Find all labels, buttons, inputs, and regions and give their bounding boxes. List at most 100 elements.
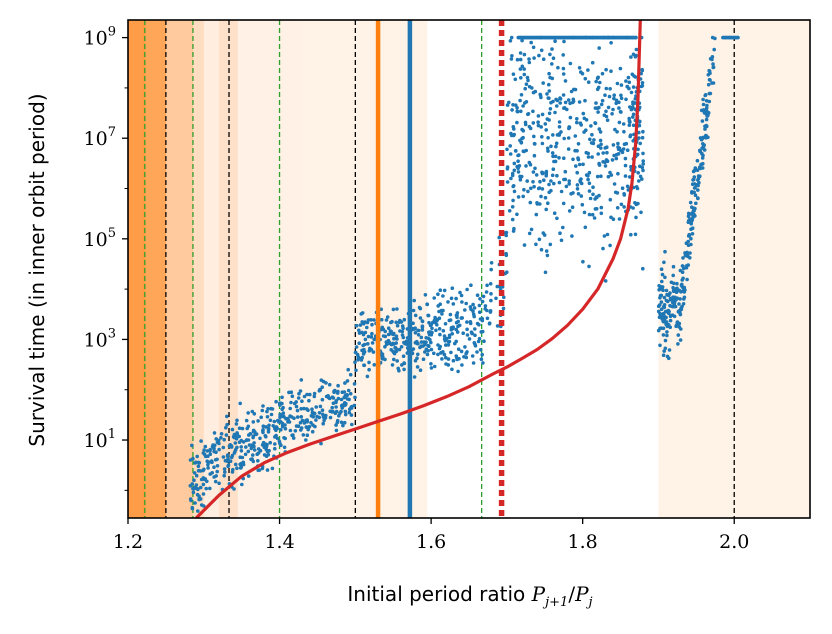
scatter-point-1234 [522,72,527,77]
scatter-point-1068 [510,217,515,222]
scatter-point-1360 [615,206,620,210]
scatter-point-506 [389,320,393,325]
scatter-point-1436 [637,130,641,135]
scatter-point-868 [619,202,624,207]
scatter-point-1284 [612,93,616,97]
scatter-point-1662 [686,214,691,218]
scatter-point-755 [436,292,440,297]
scatter-point-1352 [559,189,564,194]
scatter-point-1179 [555,133,560,137]
scatter-point-371 [302,394,307,399]
scatter-point-1316 [612,182,617,186]
scatter-point-659 [391,341,395,346]
scatter-point-456 [357,341,362,346]
scatter-point-344 [321,379,326,384]
scatter-point-778 [441,294,445,298]
scatter-point-787 [447,339,452,344]
scatter-point-228 [213,443,217,448]
scatter-point-1007 [509,35,514,40]
scatter-point-919 [587,189,592,193]
scatter-point-881 [519,93,524,97]
scatter-point-1385 [511,184,516,188]
scatter-point-37 [198,485,203,490]
scatter-point-1245 [541,81,545,85]
scatter-point-167 [212,446,216,451]
scatter-point-935 [598,138,603,143]
scatter-point-842 [495,284,500,289]
scatter-point-55 [274,399,278,404]
scatter-point-1641 [680,304,684,309]
scatter-point-334 [289,400,293,405]
y-tick-label-exponent: 7 [108,125,116,140]
scatter-point-979 [508,39,513,43]
scatter-point-254 [202,467,206,472]
scatter-point-1491 [678,338,683,342]
scatter-point-707 [432,364,437,369]
scatter-point-136 [267,423,271,428]
scatter-point-616 [362,342,367,347]
scatter-point-1356 [550,151,555,155]
scatter-point-1202 [568,115,573,120]
scatter-point-1246 [531,170,536,174]
scatter-point-1322 [603,146,607,150]
scatter-point-1720 [704,123,709,128]
scatter-point-161 [250,409,255,414]
scatter-point-1186 [611,143,616,147]
shaded-band-0 [128,20,166,518]
scatter-point-438 [290,433,294,438]
scatter-point-1403 [631,85,636,89]
scatter-point-1728 [696,188,700,192]
scatter-point-1346 [638,174,643,179]
scatter-point-1226 [575,120,579,125]
scatter-point-399 [353,395,357,400]
scatter-point-1143 [640,177,644,181]
scatter-point-648 [395,359,400,363]
scatter-point-641 [390,363,395,367]
scatter-point-633 [400,333,405,337]
scatter-point-854 [483,304,488,308]
scatter-point-1482 [663,346,668,351]
scatter-point-451 [342,395,347,400]
scatter-point-1315 [536,123,541,128]
scatter-point-543 [381,334,386,338]
x-tick-label-1: 1.4 [264,531,294,553]
scatter-point-198 [257,468,262,472]
scatter-point-431 [342,401,347,405]
scatter-point-907 [602,234,607,238]
scatter-point-1078 [508,152,513,156]
scatter-point-717 [475,350,479,354]
scatter-point-888 [547,182,551,187]
scatter-point-1293 [634,215,638,220]
scatter-point-844 [488,310,493,314]
scatter-point-1384 [635,186,640,191]
scatter-point-423 [315,414,319,419]
scatter-point-226 [206,462,210,467]
scatter-point-849 [485,308,489,313]
scatter-point-1333 [505,167,510,171]
scatter-point-818 [477,323,481,327]
scatter-point-250 [245,438,249,442]
scatter-point-1152 [610,158,615,162]
scatter-point-490 [363,337,368,342]
y-tick-label-3: 107 [84,125,116,150]
scatter-point-1539 [671,264,676,269]
scatter-point-1181 [523,86,527,91]
scatter-point-1395 [612,153,616,158]
scatter-point-1731 [690,191,694,195]
scatter-point-1733 [681,256,685,260]
scatter-point-1717 [684,264,689,268]
scatter-point-242 [229,455,234,460]
scatter-point-608 [370,322,374,327]
scatter-point-1037 [601,246,605,251]
scatter-point-623 [372,363,377,367]
scatter-point-216 [259,415,264,420]
scatter-point-1379 [622,205,626,209]
scatter-point-695 [455,330,460,334]
scatter-point-118 [221,455,226,459]
y-tick-label-base: 10 [84,128,108,150]
scatter-point-110 [255,459,260,463]
scatter-point-1295 [618,109,623,114]
scatter-point-1345 [512,161,517,166]
scatter-point-1526 [659,326,663,331]
scatter-point-865 [586,155,591,159]
